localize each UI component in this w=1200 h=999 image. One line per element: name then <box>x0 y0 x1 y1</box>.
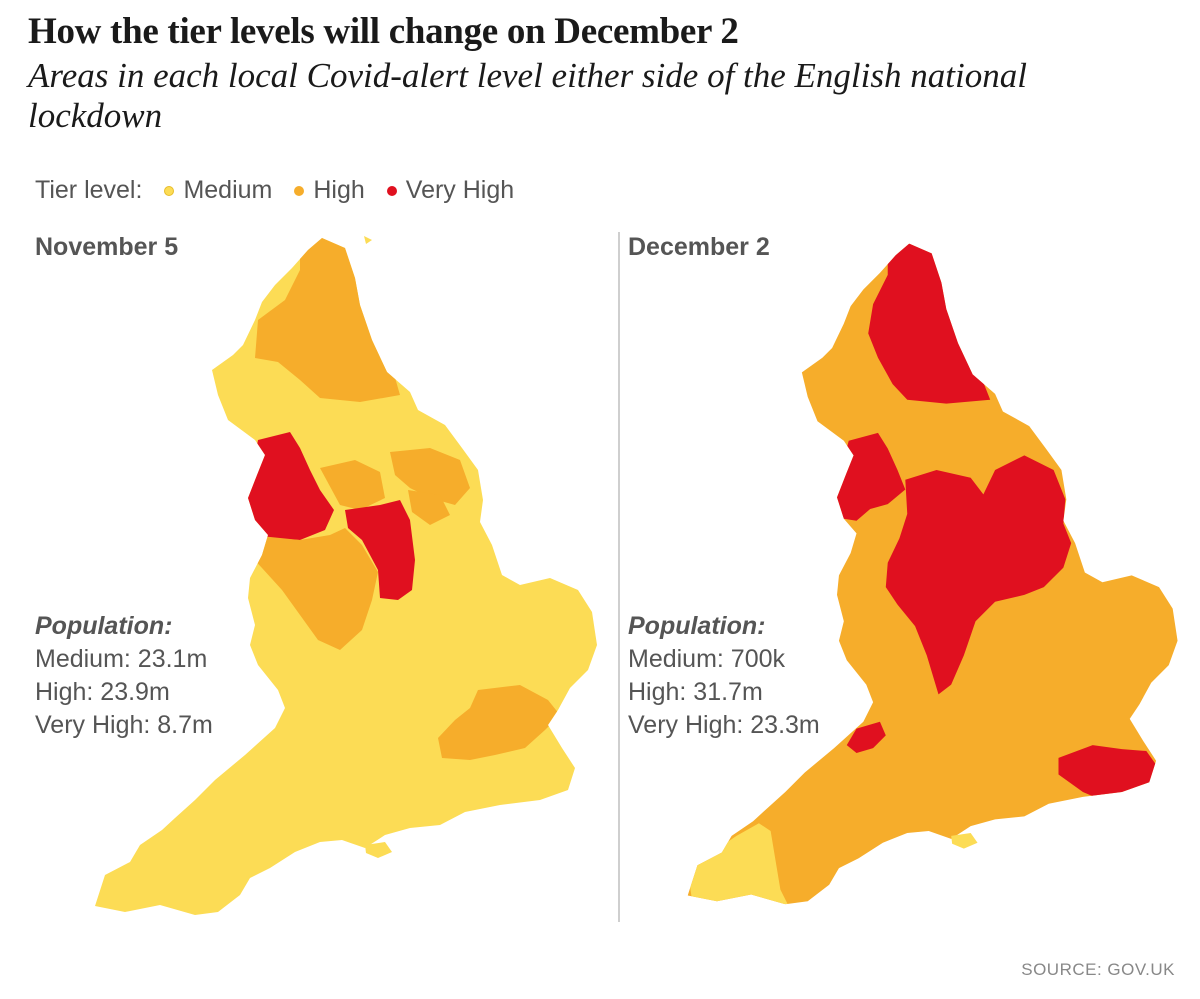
legend: Tier level: Medium High Very High <box>35 176 514 205</box>
region-west-yorkshire-high <box>320 460 385 510</box>
region-humber-high <box>408 490 450 525</box>
legend-item-label: High <box>313 176 365 204</box>
england-map-dec2 <box>687 243 1178 905</box>
legend-swatch-very-high <box>386 185 397 196</box>
legend-item-label: Very High <box>405 176 515 204</box>
population-medium: Medium: 23.1m <box>35 645 208 673</box>
region-cheshire-high <box>250 528 378 650</box>
legend-item-very-high: Very High <box>386 176 515 205</box>
region-south-yorkshire-very-high <box>345 500 415 600</box>
region-cornwall-medium <box>687 823 791 905</box>
population-very-high: Very High: 8.7m <box>35 711 213 739</box>
population-heading: Population: <box>35 612 173 640</box>
island-holy-island <box>364 236 372 244</box>
map-panel-nov5: November 5 Population: Medium: 23.1m Hig… <box>0 0 620 940</box>
source-note: SOURCE: GOV.UK <box>1021 960 1175 979</box>
chart-subtitle: Areas in each local Covid-alert level ei… <box>28 56 1027 135</box>
region-east-yorkshire-high <box>390 448 470 505</box>
region-north-east-high <box>255 238 400 402</box>
legend-swatch-high <box>294 185 305 196</box>
legend-item-high: High <box>294 176 365 205</box>
population-high: High: 31.7m <box>628 678 763 706</box>
region-midlands-very-high <box>885 455 1072 695</box>
legend-item-medium: Medium <box>164 176 272 205</box>
legend-label: Tier level: <box>35 176 143 204</box>
panel-divider <box>618 232 620 922</box>
island-isle-of-wight <box>365 842 392 858</box>
region-london-high <box>438 685 560 760</box>
population-block: Population: Medium: 23.1m High: 23.9m Ve… <box>35 610 213 742</box>
region-lancashire-very-high <box>240 432 334 540</box>
legend-item-label: Medium <box>183 176 273 204</box>
population-very-high: Very High: 23.3m <box>628 711 820 739</box>
population-block: Population: Medium: 700k High: 31.7m Ver… <box>628 610 820 742</box>
population-medium: Medium: 700k <box>628 645 786 673</box>
population-high: High: 23.9m <box>35 678 170 706</box>
legend-swatch-medium <box>164 185 175 196</box>
map-title: November 5 <box>35 233 179 261</box>
island-isle-of-wight <box>951 833 978 849</box>
map-panel-dec2: December 2 Population: Medium: 700k High… <box>595 0 1200 940</box>
map-title: December 2 <box>628 233 770 261</box>
region-north-east-very-high <box>868 243 991 404</box>
england-map-nov5 <box>95 236 597 915</box>
chart-title: How the tier levels will change on Decem… <box>28 11 739 52</box>
population-heading: Population: <box>628 612 766 640</box>
region-bristol-very-high <box>846 721 886 753</box>
